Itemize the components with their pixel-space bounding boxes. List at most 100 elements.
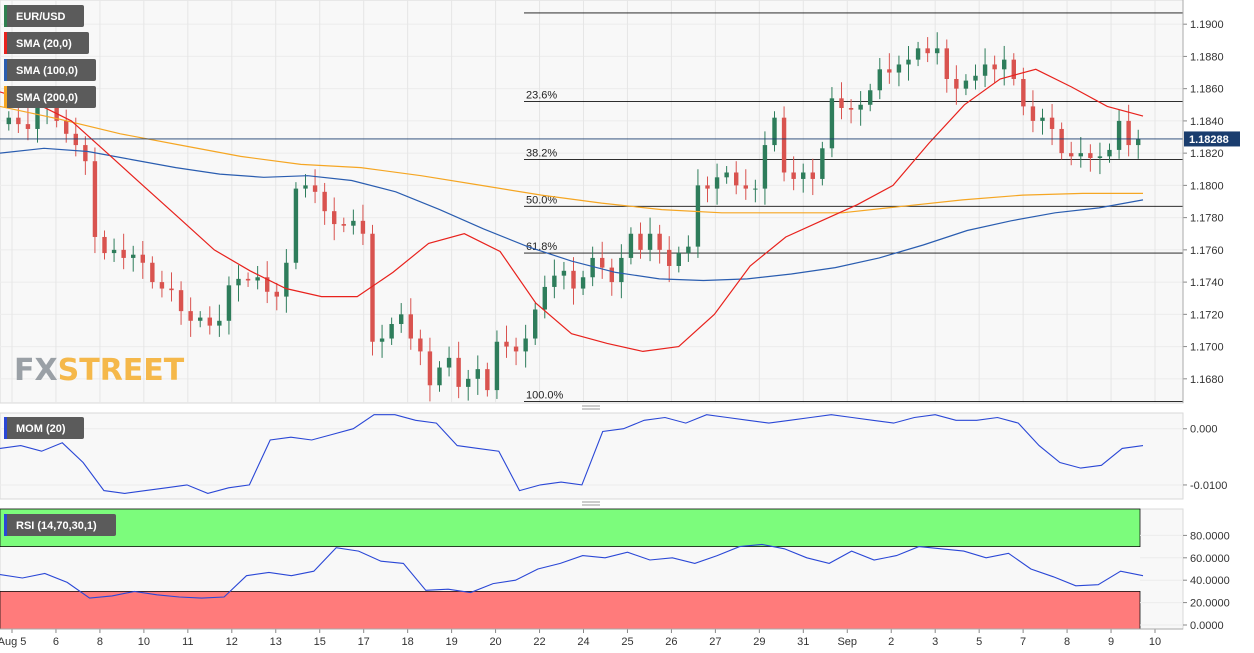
sma-100-line [0,147,1144,282]
momentum-axis: 0.000 -0.0100 [1183,424,1227,492]
time-tick-label: 20 [489,636,501,648]
candle-body [1049,117,1055,129]
time-tick-label: 8 [1064,636,1070,648]
candle-body [102,236,107,254]
rsi-oversold-zone [0,591,1141,630]
price-tick-label: 1.1700 [1190,342,1224,354]
last-price-label: 1.18288 [1189,134,1229,146]
candle-body [1002,59,1007,70]
candle-body [140,254,145,263]
candle-body [159,282,165,289]
time-axis: Aug 5 6 8 10 11 12 13 15 17 18 19 20 22 24 25 26 27 29 31 S… [0,628,1183,648]
candle-body [6,117,11,125]
legend-momentum[interactable]: MOM (20) [4,417,84,439]
legend-sma-100[interactable]: SMA (100,0) [4,59,96,81]
candle-body [973,75,978,81]
candle-body [198,317,203,321]
candle-body [504,341,509,347]
price-tick-label: 1.1780 [1190,213,1224,225]
candle-body [370,233,375,342]
candle-body [92,161,98,237]
momentum-label: MOM (20) [16,423,66,435]
time-tick-label: 24 [577,636,589,648]
momentum-line [0,414,1144,494]
candle-body [188,311,193,321]
candle-body [848,108,854,110]
candle-body [963,80,969,89]
sma-200-label: SMA (200,0) [16,92,78,104]
candle-body [1088,153,1093,158]
time-tick-label: 10 [138,636,150,648]
candle-body [111,249,117,254]
candle-body [1040,117,1045,121]
candle-body [475,369,480,379]
price-axis: 1.1680 1.1700 1.1720 1.1740 1.1760 1.1780 1.18… [1182,0,1224,403]
candle-body [676,253,681,266]
time-tick-label: 17 [358,636,370,648]
candle-body [858,104,863,110]
candle-body [54,101,59,121]
candle-body [169,288,174,291]
candle-body [801,172,806,179]
candle-body [466,378,471,387]
candle-body [427,351,433,386]
time-tick-label: 7 [1020,636,1026,648]
symbol-label: EUR/USD [16,11,66,23]
panel-splitter-1[interactable] [582,405,600,410]
candle-body [1136,138,1141,146]
candle-body [954,78,959,89]
time-tick-label: 27 [709,636,721,648]
time-tick-label: 5 [976,636,982,648]
rsi-overbought-zone [0,508,1141,547]
legend-symbol[interactable]: EUR/USD [4,5,84,27]
candle-body [408,314,413,339]
candle-body [312,185,318,192]
time-tick-label: 9 [1108,636,1114,648]
candle-body [1078,153,1083,157]
time-tick-label: 26 [665,636,677,648]
time-tick-label: 10 [1149,636,1161,648]
price-tick-label: 1.1720 [1190,309,1224,321]
price-tick-label: 1.1800 [1190,180,1224,192]
candle-body [1107,149,1112,157]
candle-body [226,285,232,321]
time-tick-label: 13 [270,636,282,648]
legend-sma-20[interactable]: SMA (20,0) [4,32,89,54]
legend-sma-200[interactable]: SMA (200,0) [4,86,96,108]
candle-body [207,317,212,326]
candle-body [64,120,69,134]
candle-body [734,172,739,186]
candle-body [494,341,500,391]
candle-body [121,249,126,258]
price-tick-label: 1.1760 [1190,245,1224,257]
candle-body [245,278,251,281]
legend-rsi[interactable]: RSI (14,70,30,1) [4,514,116,536]
candle-body [1021,78,1026,107]
candle-body [379,338,385,342]
candle-body [303,185,308,189]
momentum-grid [0,428,1183,486]
candle-body [705,185,710,189]
candle-body [446,357,452,368]
price-tick-label: 1.1880 [1190,51,1224,63]
candle-body [437,367,442,386]
panel-splitter-2[interactable] [582,501,600,506]
rsi-axis: 0.0000 20.0000 40.0000 60.0000 80.0000 [1183,530,1230,632]
candle-body [839,98,844,109]
price-tick-label: 1.1740 [1190,277,1224,289]
time-tick-label: 12 [226,636,238,648]
time-tick-label: 3 [932,636,938,648]
time-tick-label: 6 [53,636,59,648]
candle-body [647,233,653,250]
candle-body [877,69,882,91]
price-tick-label: 1.1840 [1190,116,1224,128]
candle-body [360,220,366,234]
candle-body [274,291,279,297]
momentum-tick-label: -0.0100 [1190,480,1227,492]
candle-body [83,145,88,162]
candle-body [619,257,624,283]
candle-body [1126,120,1131,146]
candle-body [418,338,423,352]
candle-body [695,185,701,247]
